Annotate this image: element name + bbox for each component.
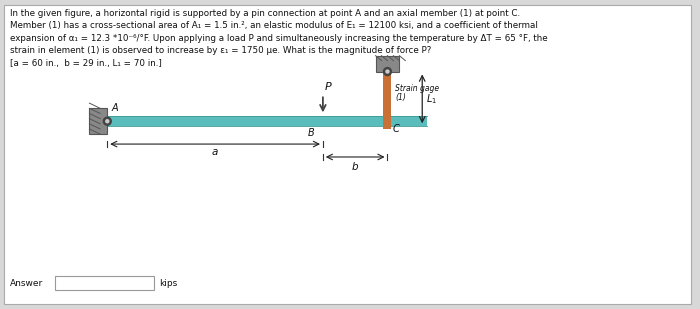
Text: $b$: $b$ <box>351 160 359 172</box>
Bar <box>375 56 400 72</box>
Text: [a = 60 in.,  b = 29 in., L₁ = 70 in.]: [a = 60 in., b = 29 in., L₁ = 70 in.] <box>10 59 162 68</box>
Bar <box>384 72 391 126</box>
Text: In the given figure, a horizontal rigid is supported by a pin connection at poin: In the given figure, a horizontal rigid … <box>10 9 520 18</box>
Circle shape <box>386 70 389 73</box>
Circle shape <box>384 68 391 75</box>
Bar <box>55 276 154 290</box>
Text: kips: kips <box>159 279 177 288</box>
Circle shape <box>106 120 108 123</box>
Bar <box>107 116 427 126</box>
Text: Member (1) has a cross-sectional area of A₁ = 1.5 in.², an elastic modulus of E₁: Member (1) has a cross-sectional area of… <box>10 21 538 30</box>
Text: B: B <box>308 128 315 138</box>
Bar <box>90 108 107 134</box>
Bar <box>384 123 391 129</box>
Circle shape <box>104 117 111 125</box>
Text: Strain gage: Strain gage <box>395 84 440 93</box>
Text: expansion of α₁ = 12.3 *10⁻⁶/°F. Upon applying a load P and simultaneously incre: expansion of α₁ = 12.3 *10⁻⁶/°F. Upon ap… <box>10 34 547 43</box>
Text: A: A <box>111 103 118 113</box>
Text: P: P <box>325 83 332 92</box>
Text: (1): (1) <box>395 93 406 102</box>
Text: $L_1$: $L_1$ <box>426 92 438 106</box>
Text: $a$: $a$ <box>211 147 219 157</box>
Text: C: C <box>393 124 399 134</box>
Text: Answer: Answer <box>10 279 43 288</box>
Text: strain in element (1) is observed to increase by ε₁ = 1750 μe. What is the magni: strain in element (1) is observed to inc… <box>10 46 431 55</box>
